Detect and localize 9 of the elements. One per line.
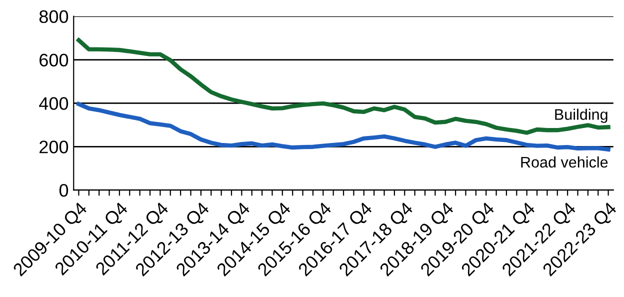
y-tick-label: 800 [39, 10, 68, 24]
series-label: Road vehicle [521, 156, 608, 168]
y-tick-label: 0 [59, 184, 68, 197]
y-tick-label: 600 [40, 54, 68, 66]
y-tick-label: 200 [40, 140, 68, 154]
line-series [76, 102, 610, 152]
series-label: Building [555, 108, 608, 123]
line-series [76, 38, 610, 135]
y-tick-label: 400 [39, 97, 68, 110]
